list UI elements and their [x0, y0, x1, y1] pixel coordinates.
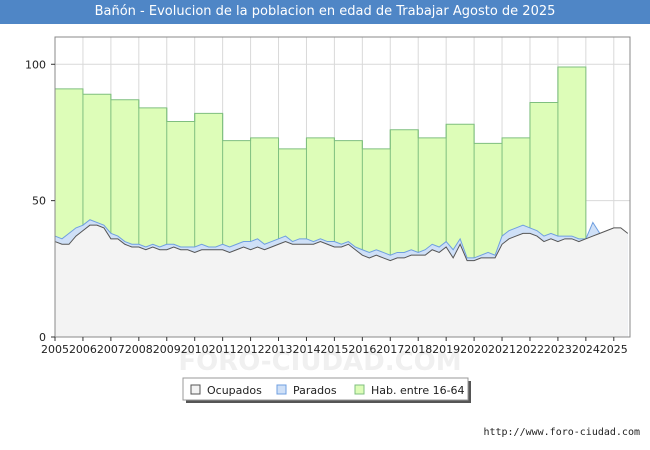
x-tick-label: 2009: [153, 343, 181, 356]
ocupados-area: [55, 225, 628, 337]
y-tick-label: 50: [32, 195, 46, 208]
x-tick-label: 2005: [41, 343, 69, 356]
x-tick-label: 2018: [404, 343, 432, 356]
x-tick-label: 2021: [488, 343, 516, 356]
x-tick-label: 2020: [460, 343, 488, 356]
watermark: FORO-CIUDAD.COM: [178, 347, 461, 377]
legend-swatch-hab: [354, 384, 365, 395]
x-tick-label: 2013: [265, 343, 293, 356]
x-tick-label: 2023: [544, 343, 572, 356]
x-tick-label: 2008: [125, 343, 153, 356]
parados-line: [54, 219, 628, 259]
x-tick-label: 2025: [600, 343, 628, 356]
title-bar: Bañón - Evolucion de la poblacion en eda…: [0, 0, 650, 24]
x-tick-label: 2024: [572, 343, 600, 356]
legend-swatch-parados: [276, 384, 287, 395]
ocupados-line: [54, 224, 629, 262]
y-tick-label: 100: [25, 58, 46, 71]
x-tick-label: 2022: [516, 343, 544, 356]
legend: Ocupados Parados Hab. entre 16-64: [182, 377, 471, 403]
x-tick-label: 2017: [376, 343, 404, 356]
legend-swatch-ocupados: [190, 384, 201, 395]
x-tick-label: 2006: [69, 343, 97, 356]
x-tick-label: 2016: [348, 343, 376, 356]
x-tick-label: 2010: [181, 343, 209, 356]
x-tick-label: 2015: [320, 343, 348, 356]
y-tick-label: 0: [39, 331, 46, 344]
legend-label-ocupados: Ocupados: [207, 384, 262, 397]
legend-label-parados: Parados: [293, 384, 337, 397]
plot-frame: [54, 36, 631, 338]
x-tick-label: 2007: [97, 343, 125, 356]
x-tick-label: 2011: [209, 343, 237, 356]
source-credit: http://www.foro-ciudad.com: [483, 427, 640, 438]
x-tick-label: 2014: [292, 343, 320, 356]
x-tick-label: 2012: [237, 343, 265, 356]
legend-label-hab: Hab. entre 16-64: [371, 384, 465, 397]
x-tick-label: 2019: [432, 343, 460, 356]
chart-title: Bañón - Evolucion de la poblacion en eda…: [94, 4, 556, 19]
legend-box: [182, 377, 469, 401]
